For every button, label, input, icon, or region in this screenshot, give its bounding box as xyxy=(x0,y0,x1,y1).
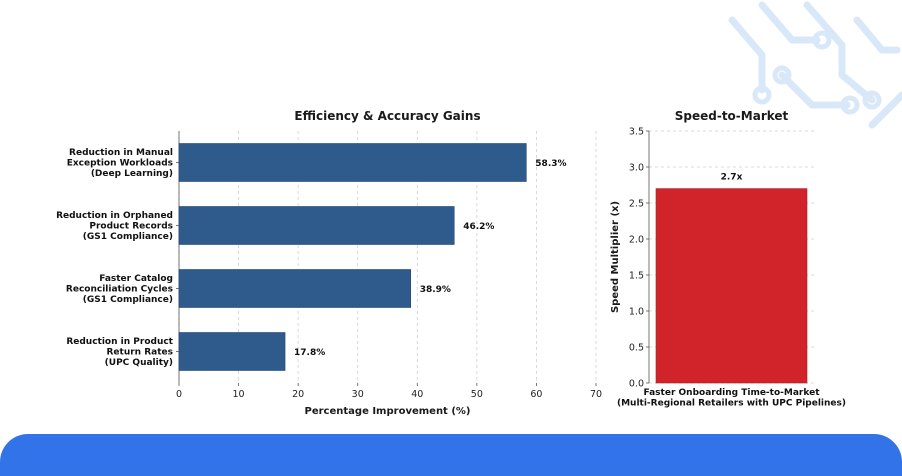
category-label: Faster Onboarding Time-to-Market xyxy=(643,388,820,398)
circuit-trace xyxy=(853,16,901,54)
circuit-trace xyxy=(778,71,851,109)
x-tick-label: 60 xyxy=(530,389,542,400)
x-tick-label: 30 xyxy=(352,389,364,400)
data-label: 58.3% xyxy=(535,159,566,169)
x-axis-label: Percentage Improvement (%) xyxy=(305,406,471,417)
y-tick-label: 1.5 xyxy=(629,271,644,282)
bar xyxy=(178,269,412,308)
y-axis-label: Speed Multiplier (x) xyxy=(610,201,621,313)
category-label: Reconciliation Cycles xyxy=(66,285,173,295)
circuit-node xyxy=(812,30,832,50)
footer-band xyxy=(0,434,902,476)
y-tick-label: 2.5 xyxy=(629,199,644,210)
category-label: Reduction in Manual xyxy=(69,148,173,158)
category-label: Exception Workloads xyxy=(67,159,173,169)
circuit-node xyxy=(862,90,882,110)
circuit-trace xyxy=(868,91,902,129)
category-label: (GS1 Compliance) xyxy=(83,232,173,242)
bar xyxy=(178,206,455,245)
x-tick-label: 20 xyxy=(292,389,304,400)
circuit-node xyxy=(752,85,772,105)
circuit-trace xyxy=(728,16,766,94)
bar xyxy=(178,332,286,371)
x-tick-label: 70 xyxy=(590,389,602,400)
circuit-pattern-icon xyxy=(728,1,902,129)
circuit-trace xyxy=(803,1,876,104)
y-tick-label: 1.0 xyxy=(629,307,644,318)
y-tick-label: 0.0 xyxy=(629,379,644,390)
bar xyxy=(655,188,808,384)
category-label: Return Rates xyxy=(107,348,174,358)
category-label: Faster Catalog xyxy=(99,274,173,284)
category-label: (Multi-Regional Retailers with UPC Pipel… xyxy=(617,399,846,409)
y-tick-label: 0.5 xyxy=(629,343,644,354)
chart-title: Speed-to-Market xyxy=(675,109,789,123)
data-label: 17.8% xyxy=(294,348,325,358)
category-label: Reduction in Product xyxy=(66,337,173,347)
circuit-node xyxy=(840,95,860,115)
category-label: (UPC Quality) xyxy=(105,358,173,368)
y-tick-label: 2.0 xyxy=(629,235,644,246)
x-tick-label: 0 xyxy=(176,389,182,400)
category-label: Product Records xyxy=(89,222,173,232)
circuit-trace xyxy=(758,1,821,44)
y-tick-label: 3.0 xyxy=(629,163,644,174)
x-tick-label: 50 xyxy=(471,389,483,400)
circuit-node xyxy=(772,65,792,85)
data-label: 2.7x xyxy=(721,173,743,183)
x-tick-label: 40 xyxy=(411,389,423,400)
x-tick-label: 10 xyxy=(233,389,245,400)
category-label: Reduction in Orphaned xyxy=(56,211,173,221)
speed-chart: 0.0 0.5 1.0 1.5 2.0 2.5 3.0 3.5 2.7x Faster Onboa… xyxy=(610,109,846,409)
chart-title: Efficiency & Accuracy Gains xyxy=(294,109,480,123)
category-label: (GS1 Compliance) xyxy=(83,295,173,305)
data-label: 46.2% xyxy=(463,222,494,232)
y-tick-label: 3.5 xyxy=(629,127,644,138)
category-label: (Deep Learning) xyxy=(91,169,173,179)
data-label: 38.9% xyxy=(420,285,451,295)
bar xyxy=(178,143,527,182)
